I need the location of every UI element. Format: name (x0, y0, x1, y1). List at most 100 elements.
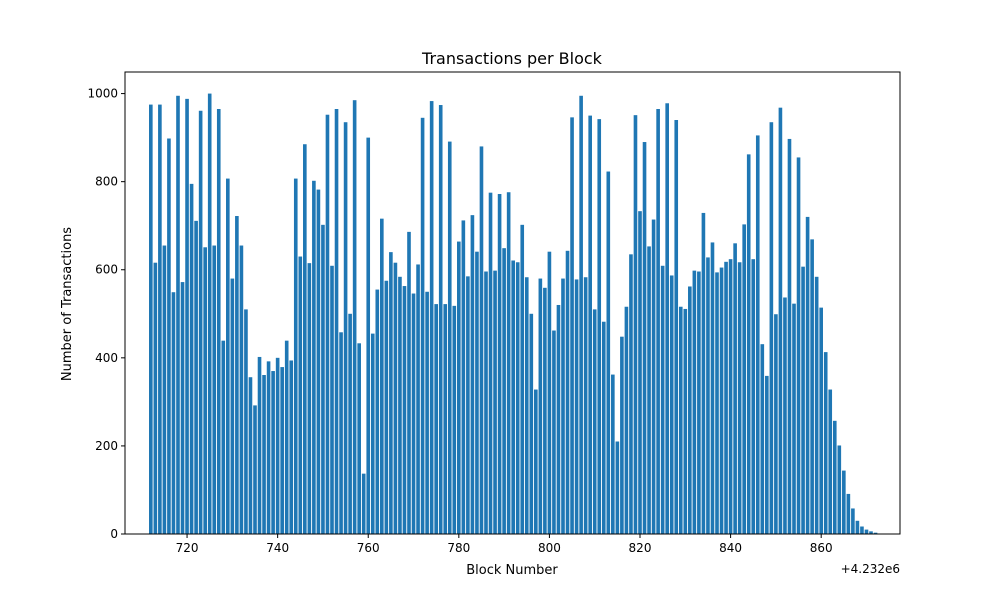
bar (475, 251, 479, 534)
bar (407, 231, 411, 534)
chart-title: Transactions per Block (421, 49, 603, 68)
x-axis-offset-label: +4.232e6 (841, 562, 900, 576)
bar (583, 277, 588, 534)
bar (461, 220, 466, 535)
bar (719, 267, 724, 534)
bar (552, 330, 556, 534)
bar (176, 95, 180, 534)
y-tick-label: 800 (95, 175, 118, 189)
bar (497, 194, 502, 534)
bar (683, 308, 688, 534)
bar (538, 278, 543, 534)
bar (312, 180, 316, 534)
bar (447, 141, 452, 534)
bar (352, 100, 357, 534)
bar (167, 138, 171, 534)
bar (380, 218, 384, 534)
bar (869, 531, 873, 534)
bar (588, 115, 592, 534)
bar (787, 138, 792, 534)
bar (393, 262, 398, 534)
bar (389, 252, 393, 534)
bar (171, 292, 176, 534)
bar (529, 313, 534, 534)
x-axis-title: Block Number (466, 563, 558, 578)
bar (778, 107, 783, 535)
bar (257, 356, 262, 534)
bar (221, 340, 226, 534)
bar (429, 101, 434, 534)
bar (760, 344, 765, 534)
bar (479, 146, 484, 534)
bar (715, 272, 719, 534)
bar (303, 144, 307, 535)
bar (293, 178, 298, 534)
bar (570, 117, 574, 535)
bar (579, 95, 583, 534)
bar (515, 262, 520, 534)
bar (398, 276, 402, 534)
bar (688, 286, 692, 534)
plot-frame (124, 71, 901, 535)
bar (805, 216, 810, 534)
bar (230, 278, 235, 534)
bar (366, 137, 371, 534)
y-axis-title: Number of Transactions (60, 227, 75, 381)
bar (832, 420, 837, 534)
bar (438, 105, 443, 534)
bar (316, 189, 321, 534)
bar (783, 297, 787, 534)
bar (606, 171, 611, 534)
bar (330, 265, 334, 534)
bar (624, 306, 629, 534)
bar (149, 104, 153, 534)
bar (266, 361, 271, 534)
x-tick-label: 800 (538, 541, 561, 555)
bar (325, 114, 330, 534)
bar (733, 243, 737, 534)
bar (162, 245, 167, 534)
bar (814, 276, 819, 534)
bar (755, 135, 760, 535)
bar (411, 293, 416, 534)
bar (678, 306, 683, 534)
bar (692, 270, 697, 534)
x-axis-ticks: 720 740 760 780 800 820 840 860 (176, 534, 833, 555)
bar (216, 109, 221, 534)
bar (284, 340, 289, 534)
y-tick-label: 1000 (87, 87, 118, 101)
bar (665, 103, 669, 535)
bar (842, 470, 846, 534)
bar (556, 304, 561, 534)
bar (180, 282, 185, 534)
bar (194, 220, 198, 535)
bar (728, 259, 733, 534)
bar (534, 389, 538, 534)
bar (864, 529, 869, 534)
bar (774, 314, 778, 534)
bar (511, 260, 515, 534)
bar (375, 289, 380, 534)
bar (280, 367, 284, 534)
bar (801, 266, 805, 534)
x-tick-label: 780 (447, 541, 470, 555)
bar (420, 117, 425, 535)
bar (384, 280, 389, 534)
bar (651, 219, 656, 535)
x-tick-label: 840 (719, 541, 742, 555)
bar (792, 303, 796, 534)
bar (851, 508, 855, 534)
bar (416, 264, 420, 534)
bar (502, 248, 506, 535)
bar (203, 247, 207, 535)
bar (751, 259, 756, 534)
bar (828, 389, 833, 534)
bar (466, 276, 470, 534)
bar (674, 120, 679, 534)
bar (370, 333, 375, 534)
bar (506, 192, 511, 535)
bar (239, 245, 244, 534)
bar (185, 98, 189, 535)
bar (275, 357, 280, 534)
